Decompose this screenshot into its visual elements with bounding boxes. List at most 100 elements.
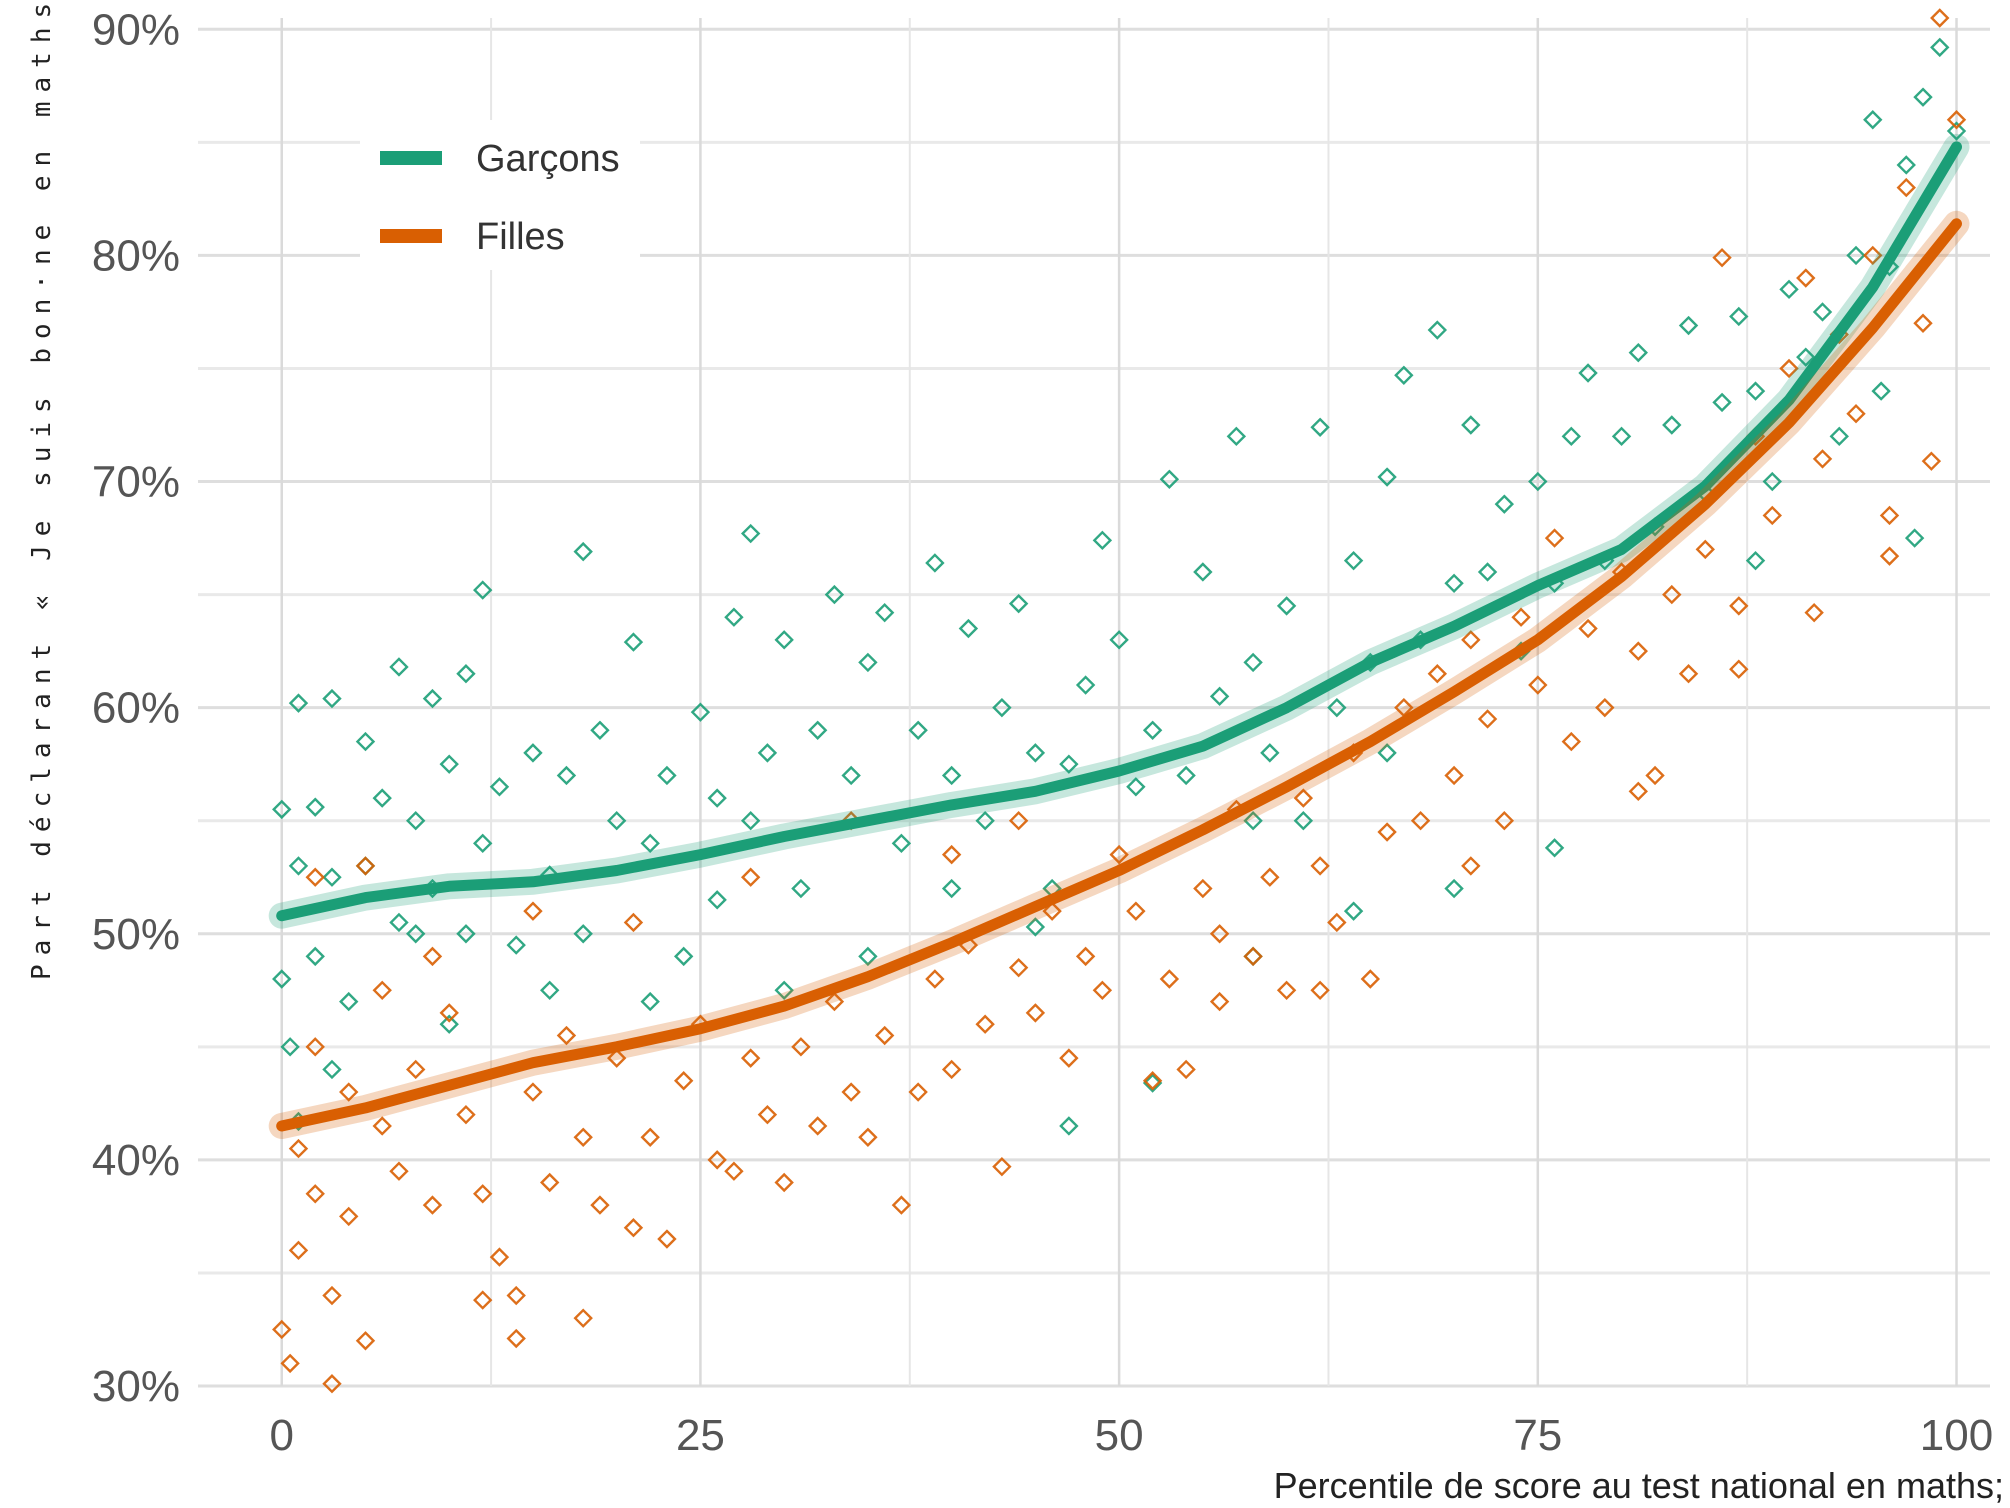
data-point: [606, 1048, 627, 1068]
data-point: [473, 580, 493, 600]
data-point: [1796, 268, 1816, 288]
data-point: [841, 765, 861, 786]
data-point: [925, 969, 945, 989]
data-point: [874, 1025, 895, 1046]
data-point: [372, 980, 392, 1000]
data-point: [1678, 315, 1699, 336]
data-point: [573, 1308, 593, 1328]
data-point: [1260, 867, 1280, 887]
data-point: [673, 946, 694, 967]
data-point: [1611, 426, 1632, 447]
data-point: [1511, 607, 1531, 627]
data-point: [891, 833, 912, 854]
data-point: [1879, 546, 1900, 566]
data-point: [1243, 946, 1263, 967]
data-point: [355, 731, 376, 752]
x-axis-tick-labels: 0 25 50 75 100: [269, 1411, 1993, 1460]
data-point: [1176, 1059, 1196, 1080]
data-point: [1193, 562, 1213, 582]
data-point: [556, 765, 577, 786]
data-point: [807, 1116, 828, 1136]
data-point: [1628, 641, 1648, 661]
data-point: [1930, 8, 1950, 28]
data-point: [740, 523, 761, 544]
data-point: [473, 1184, 493, 1204]
data-point: [456, 1104, 476, 1125]
data-point: [1126, 777, 1146, 797]
y-tick-label: 40%: [92, 1136, 180, 1185]
data-point: [1729, 306, 1749, 327]
data-point: [1025, 743, 1046, 763]
data-point: [280, 1037, 300, 1057]
y-tick-label: 30%: [92, 1362, 180, 1411]
legend-label-garcons: Garçons: [476, 138, 620, 180]
data-point: [339, 1206, 359, 1227]
data-point: [858, 1127, 878, 1147]
data-point: [1544, 838, 1565, 858]
data-point: [389, 657, 409, 677]
y-tick-label: 50%: [92, 910, 180, 959]
data-point: [439, 1014, 459, 1034]
data-point: [1645, 765, 1665, 786]
data-point: [1243, 811, 1263, 831]
data-point: [1444, 573, 1464, 593]
data-point: [1109, 630, 1129, 650]
y-tick-label: 60%: [92, 684, 180, 733]
data-point: [506, 935, 526, 955]
data-point: [1042, 901, 1062, 921]
data-point: [1377, 822, 1397, 842]
y-axis-tick-labels: 30% 40% 50% 60% 70% 80% 90%: [92, 5, 180, 1411]
series-garcons-trend-line: [276, 141, 1962, 922]
data-point: [1494, 811, 1515, 831]
data-point: [1477, 562, 1498, 582]
data-point: [824, 584, 845, 605]
legend-label-filles: Filles: [476, 216, 565, 258]
data-point: [1343, 901, 1364, 921]
data-point: [1427, 664, 1448, 684]
data-point: [941, 878, 962, 899]
x-tick-label: 0: [269, 1411, 293, 1460]
data-point: [975, 811, 995, 831]
data-point: [322, 867, 342, 887]
data-point: [1913, 313, 1933, 333]
data-point: [958, 618, 979, 639]
data-point: [941, 765, 962, 786]
data-point: [406, 1059, 426, 1080]
data-point: [623, 1218, 644, 1238]
data-point: [339, 1082, 359, 1102]
data-point: [1461, 856, 1481, 876]
y-tick-label: 80%: [92, 231, 180, 280]
data-point: [305, 946, 325, 967]
data-point: [389, 1161, 409, 1181]
data-point: [724, 607, 744, 627]
data-point: [1745, 550, 1766, 571]
data-point: [406, 811, 426, 831]
data-point: [1092, 980, 1113, 1000]
data-point: [1075, 675, 1096, 695]
data-point: [322, 688, 342, 709]
data-point: [1712, 247, 1732, 268]
data-point: [523, 1082, 543, 1102]
data-point: [1846, 245, 1866, 266]
data-point: [1879, 505, 1900, 526]
data-point: [590, 720, 610, 740]
data-point: [1796, 347, 1816, 367]
data-point: [1913, 87, 1933, 107]
data-point: [422, 946, 443, 967]
data-point: [1092, 530, 1113, 551]
data-point: [1126, 901, 1146, 921]
data-point: [1209, 686, 1230, 707]
data-point: [623, 632, 644, 652]
data-point: [657, 1229, 677, 1249]
y-tick-label: 70%: [92, 458, 180, 507]
data-point: [1444, 765, 1464, 786]
y-tick-label: 90%: [92, 5, 180, 54]
data-point: [1427, 320, 1448, 340]
data-point: [1159, 969, 1180, 989]
data-point: [506, 1285, 526, 1306]
data-point: [1628, 781, 1648, 802]
data-point: [473, 1290, 493, 1310]
data-point: [305, 797, 325, 817]
data-point: [322, 1059, 342, 1080]
